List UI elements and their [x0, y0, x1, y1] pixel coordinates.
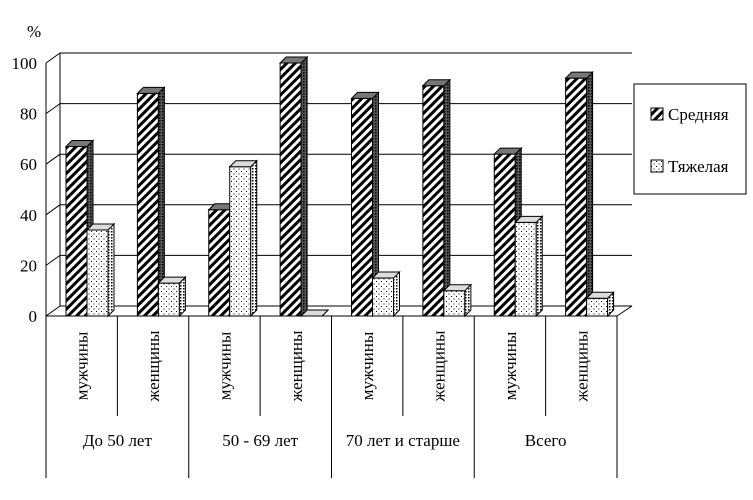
bar-front	[443, 290, 466, 317]
bar-top	[564, 71, 594, 79]
bar-side	[250, 159, 258, 318]
y-tick-label: 60	[20, 155, 37, 174]
bar	[585, 291, 615, 318]
bar-side	[443, 78, 451, 318]
bar-front	[157, 282, 180, 317]
y-tick-labels: 0 20 40 60 80 100	[12, 54, 38, 326]
y-tick-label: 0	[29, 307, 38, 326]
bar-top	[278, 56, 309, 64]
bar-top	[299, 309, 330, 317]
group-label: 70 лет и старше	[346, 431, 460, 450]
bar-top	[136, 86, 166, 94]
y-tick-label: 20	[20, 256, 37, 275]
bar-top	[157, 276, 187, 284]
bar-front	[136, 92, 159, 317]
bar	[278, 55, 309, 318]
bar-front	[279, 62, 302, 317]
bar-front	[586, 297, 609, 317]
axes	[45, 53, 633, 317]
gridline-depth	[45, 52, 61, 64]
bar-front	[208, 209, 231, 317]
bar-top	[442, 284, 473, 292]
bar-side	[586, 70, 594, 318]
bar-side	[300, 55, 308, 318]
y-tick-label: 80	[20, 105, 37, 124]
bar-side	[107, 222, 115, 318]
y-unit-label: %	[27, 22, 41, 41]
sub-category-label: женщины	[430, 330, 449, 402]
bar-front	[493, 153, 516, 317]
gridlines	[45, 52, 632, 317]
sub-category-label: женщины	[144, 330, 163, 402]
bar-side	[178, 275, 186, 318]
bar-front	[229, 166, 252, 317]
legend-swatch-dots	[650, 159, 664, 173]
bar-top	[64, 139, 95, 147]
gridline-depth	[45, 153, 61, 165]
bar	[371, 270, 401, 318]
bar-front	[514, 221, 537, 317]
bar-top	[371, 271, 401, 279]
bar-top	[350, 91, 380, 99]
bar	[299, 309, 330, 317]
legend-swatch-hatch	[650, 107, 664, 121]
gridline-depth	[45, 204, 61, 216]
bar	[421, 78, 452, 318]
bar-top	[514, 215, 544, 223]
sub-category-label: женщины	[287, 330, 306, 402]
bar-front	[86, 229, 109, 317]
bar-front	[422, 85, 445, 317]
bar	[228, 159, 258, 318]
bar-front	[65, 145, 88, 317]
sub-category-label: мужчины	[215, 331, 234, 400]
bar	[514, 215, 544, 318]
bar	[442, 283, 473, 318]
group-label: Всего	[525, 431, 567, 450]
bar-top	[421, 79, 452, 87]
bar	[157, 275, 187, 318]
y-tick-label: 40	[20, 206, 37, 225]
bar	[350, 91, 380, 318]
x-category-labels: мужчины женщины мужчины женщины мужчины женщи…	[45, 316, 618, 478]
bar-side	[393, 270, 400, 318]
group-label: До 50 лет	[83, 431, 153, 450]
legend-label-0: Средняя	[668, 105, 729, 124]
sub-category-label: женщины	[572, 330, 591, 402]
legend: Средняя Тяжелая	[633, 83, 747, 195]
gridline-depth	[45, 103, 61, 115]
legend-item-tyazhelaya: Тяжелая	[650, 157, 729, 176]
bar-top	[85, 223, 116, 231]
gridline-depth	[45, 254, 61, 266]
y-tick-label: 100	[12, 54, 38, 73]
sub-category-label: мужчины	[73, 331, 92, 400]
bar-front	[372, 277, 394, 317]
bar-top	[493, 147, 523, 155]
bar	[564, 70, 594, 318]
legend-item-srednyaya: Средняя	[650, 105, 729, 124]
gridline-depth	[45, 305, 61, 317]
bar-top	[228, 160, 258, 168]
group-label: 50 - 69 лет	[222, 431, 298, 450]
bar-side	[535, 215, 543, 318]
sub-category-label: мужчины	[358, 331, 377, 400]
bar	[136, 86, 166, 318]
bar-front	[565, 77, 588, 317]
legend-label-1: Тяжелая	[668, 157, 729, 176]
bar-top	[585, 291, 615, 299]
sub-category-label: мужчины	[501, 331, 520, 400]
legend-box	[633, 83, 747, 195]
bar	[85, 222, 116, 318]
bar-front	[351, 97, 373, 317]
floor-right	[616, 305, 633, 317]
bars	[64, 55, 615, 318]
